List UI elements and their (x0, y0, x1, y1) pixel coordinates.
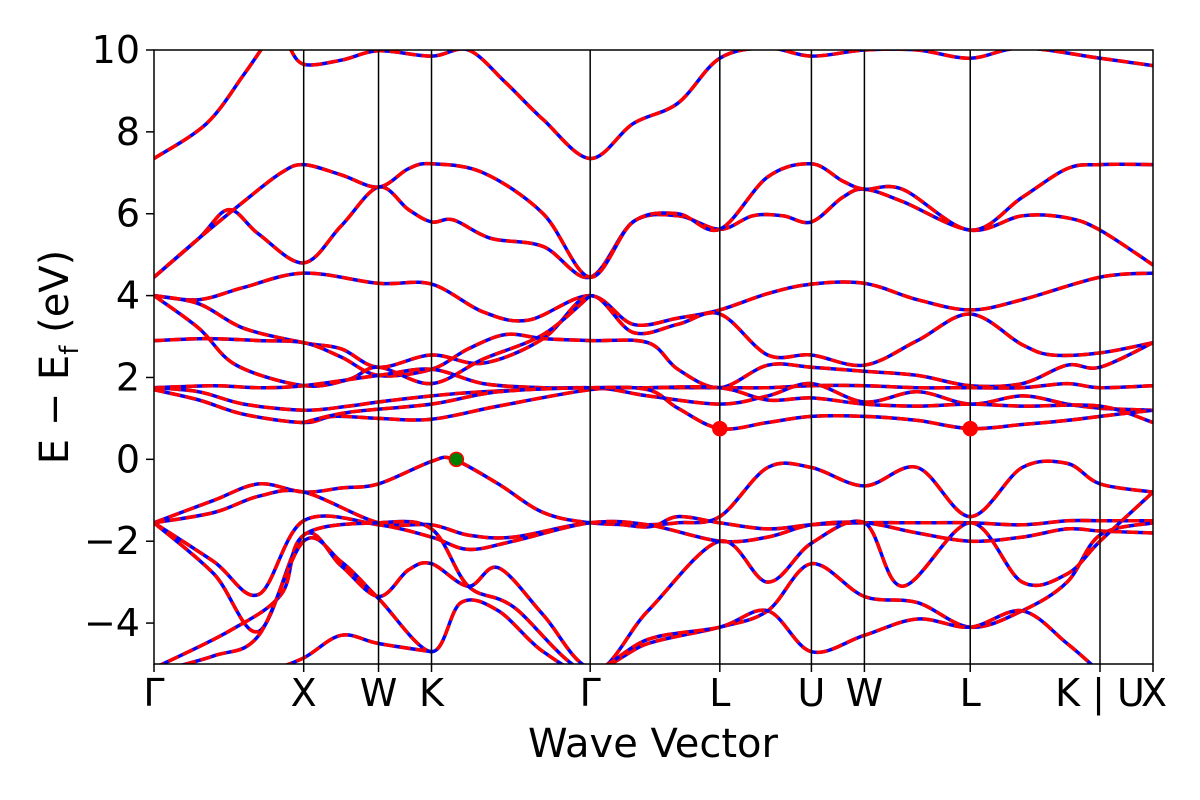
band-overlay-5 (154, 293, 1153, 369)
x-tick-label: W (360, 671, 398, 715)
band-overlay-17 (179, 536, 1094, 664)
band-overlay-9 (154, 381, 1153, 412)
y-tick-label: −2 (84, 519, 140, 563)
kpath-lines (302, 50, 1101, 664)
band-overlay-1 (289, 50, 1153, 161)
band-overlay-14 (154, 514, 1153, 598)
x-axis-label: Wave Vector (528, 721, 779, 767)
markers-layer (448, 420, 978, 468)
band-overlay-0 (154, 50, 263, 160)
x-tick-label: L (709, 671, 730, 715)
band-overlay-16 (158, 490, 1153, 664)
band-overlay-13 (154, 488, 1153, 540)
y-tick-label: −4 (84, 601, 140, 645)
band-overlay-11 (303, 385, 1153, 431)
plot-frame (153, 49, 1154, 665)
x-tick-label: L (960, 671, 981, 715)
x-tick-label: X (1141, 671, 1167, 715)
y-axis-label-unit: (eV) (32, 250, 78, 346)
band-line-1 (289, 50, 1153, 161)
x-tick-label: Γ (143, 671, 164, 715)
y-axis-label: E − Ef (eV) (32, 250, 85, 465)
y-axis-ticks: −4 −2 0 2 4 6 8 10 (84, 28, 154, 645)
x-tick-label: Γ (580, 671, 601, 715)
band-line-18 (284, 633, 434, 664)
x-tick-label: K (419, 671, 445, 715)
y-axis-label-sub: f (55, 345, 85, 355)
y-tick-label: 8 (116, 110, 140, 154)
cbm-marker-1 (712, 420, 728, 437)
vbm-marker (448, 451, 465, 468)
y-tick-label: 4 (116, 274, 140, 318)
band-line-0 (154, 50, 263, 161)
x-tick-label: U (798, 671, 826, 715)
y-tick-label: 0 (116, 437, 140, 481)
x-tick-label: W (846, 671, 884, 715)
cbm-marker-2 (962, 420, 978, 437)
y-tick-label: 2 (116, 355, 140, 399)
y-axis-label-main: E − E (32, 355, 78, 465)
band-overlay-18 (284, 633, 432, 664)
band-overlay-7 (154, 294, 592, 388)
y-tick-label: 10 (92, 28, 140, 72)
y-tick-label: 6 (116, 192, 140, 236)
x-tick-label: K | U (1055, 671, 1145, 716)
x-tick-label: X (291, 671, 317, 715)
